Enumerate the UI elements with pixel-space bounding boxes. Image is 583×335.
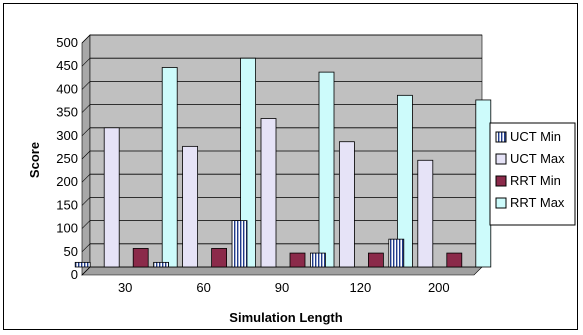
bar-rrt-min xyxy=(211,248,228,268)
gridline-side xyxy=(81,243,91,253)
bar-rrt-max xyxy=(396,94,413,268)
legend-swatch xyxy=(495,175,507,187)
y-tick-label: 450 xyxy=(56,58,78,73)
x-tick-label: 30 xyxy=(118,280,132,295)
bar-uct-max xyxy=(182,145,199,268)
legend-label: RRT Min xyxy=(510,173,561,188)
bar-uct-min xyxy=(309,252,326,268)
gridline-side xyxy=(81,197,91,206)
bar-rrt-max xyxy=(475,99,492,268)
bar-uct-max xyxy=(260,118,277,268)
legend-label: UCT Max xyxy=(510,151,565,166)
y-tick-label: 250 xyxy=(56,151,78,166)
gridline-side xyxy=(81,57,91,67)
y-tick-label: 100 xyxy=(56,221,78,236)
y-tick-label: 0 xyxy=(71,267,78,282)
gridline-side xyxy=(81,127,91,137)
x-tick-label: 200 xyxy=(428,280,450,295)
y-tick-label: 200 xyxy=(56,174,78,189)
bar-rrt-min xyxy=(132,248,149,268)
legend-label: RRT Max xyxy=(510,195,565,210)
y-tick-label: 400 xyxy=(56,81,78,96)
y-tick-label: 150 xyxy=(56,197,78,212)
y-axis-title: Score xyxy=(27,142,42,178)
bar-uct-max xyxy=(103,127,120,268)
y-tick-label: 300 xyxy=(56,128,78,143)
bar-rrt-max xyxy=(161,67,178,268)
x-tick-label: 120 xyxy=(350,280,372,295)
bar-uct-min xyxy=(74,261,91,268)
bar-uct-max xyxy=(338,141,355,268)
plot-floor xyxy=(81,266,483,276)
x-tick-label: 60 xyxy=(196,280,210,295)
legend-swatch xyxy=(495,153,507,165)
legend-swatch xyxy=(495,131,507,143)
bar-rrt-min xyxy=(446,252,463,268)
gridline-side xyxy=(81,104,91,113)
gridline-side xyxy=(81,34,91,44)
gridline-side xyxy=(81,150,91,160)
bar-uct-max xyxy=(417,159,434,268)
bar-uct-min xyxy=(231,220,248,268)
legend-swatch xyxy=(495,197,507,209)
y-tick-label: 350 xyxy=(56,105,78,120)
gridline-side xyxy=(81,173,91,183)
gridline-side xyxy=(81,81,91,90)
legend-label: UCT Min xyxy=(510,129,561,144)
bar-rrt-min xyxy=(367,252,384,268)
bar-rrt-min xyxy=(289,252,306,268)
gridline-side xyxy=(81,266,91,276)
bar-rrt-max xyxy=(318,71,335,268)
bar-uct-min xyxy=(388,238,405,268)
bar-rrt-max xyxy=(240,57,257,268)
y-tick-label: 50 xyxy=(64,244,78,259)
x-axis-title: Simulation Length xyxy=(229,310,342,325)
gridline-side xyxy=(81,220,91,229)
x-tick-label: 90 xyxy=(275,280,289,295)
bar-uct-min xyxy=(153,261,170,268)
y-tick-label: 500 xyxy=(56,35,78,50)
